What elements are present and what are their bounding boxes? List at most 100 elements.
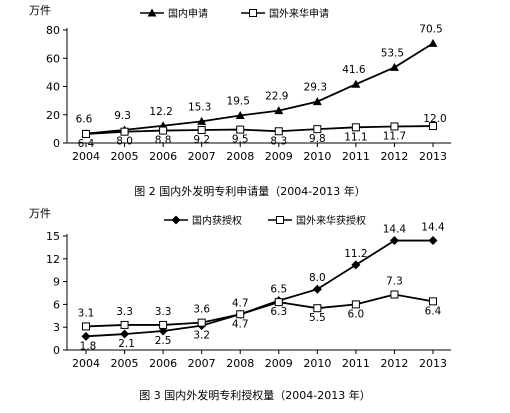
data-label: 70.5 (419, 23, 442, 35)
x-tick-label: 2006 (149, 357, 177, 370)
data-point (120, 329, 130, 339)
data-label: 11.1 (344, 131, 367, 143)
data-label: 9.8 (309, 133, 326, 145)
figure-caption: 图 2 国内外发明专利申请量（2004-2013 年） (134, 184, 365, 198)
data-point (236, 310, 245, 319)
series-line (85, 125, 434, 135)
data-point (274, 127, 283, 136)
legend-label: 国外来华获授权 (296, 214, 366, 227)
data-label: 12.0 (423, 113, 446, 125)
data-label: 3.3 (116, 306, 133, 318)
data-label: 19.5 (227, 95, 250, 107)
y-tick-label: 0 (53, 137, 60, 150)
data-label: 22.9 (265, 91, 288, 103)
data-point (236, 125, 245, 134)
legend-marker (276, 216, 284, 224)
y-tick-label: 60 (46, 52, 60, 65)
chart-grants: 万件 0 3 6 9 12 15 2004 2005 2006 2007 2008 2009 2010 20… (29, 207, 451, 402)
data-point (235, 110, 245, 119)
data-label: 8.0 (116, 136, 133, 148)
unit-label: 万件 (29, 4, 51, 17)
data-label: 6.3 (270, 306, 287, 318)
legend-label: 国内获授权 (192, 214, 242, 227)
series-line (85, 42, 434, 135)
y-tick-label: 40 (46, 81, 60, 94)
x-tick-label: 2012 (380, 357, 408, 370)
data-point (81, 331, 91, 341)
data-label: 3.3 (155, 306, 172, 318)
y-tick-label: 6 (53, 298, 60, 311)
data-label: 6.4 (78, 138, 95, 150)
data-point (82, 322, 90, 331)
x-tick-label: 2009 (265, 150, 293, 163)
data-point (390, 290, 399, 299)
x-tick-label: 2011 (342, 357, 370, 370)
data-label: 14.4 (421, 222, 445, 234)
data-point (197, 116, 207, 125)
data-point (351, 123, 360, 132)
y-tick-label: 12 (46, 253, 60, 266)
figure-caption: 图 3 国内外发明专利授权量（2004-2013 年） (139, 388, 370, 402)
data-point (313, 304, 322, 313)
data-label: 15.3 (188, 101, 211, 113)
data-label: 41.6 (342, 64, 366, 76)
data-point (82, 129, 90, 138)
data-label: 2.5 (155, 335, 172, 347)
y-tick-label: 80 (46, 24, 60, 37)
data-label: 6.4 (425, 305, 442, 317)
data-label: 7.3 (386, 276, 403, 288)
data-label: 3.6 (193, 304, 210, 316)
data-point (389, 236, 399, 246)
legend-marker (249, 9, 257, 17)
x-tick-label: 2013 (419, 150, 447, 163)
data-label: 6.6 (76, 114, 93, 126)
y-tick-label: 0 (53, 344, 60, 357)
x-tick-label: 2007 (188, 357, 216, 370)
data-label: 4.7 (232, 318, 249, 330)
data-point (197, 126, 206, 135)
data-label: 11.7 (383, 130, 406, 142)
data-point (390, 122, 399, 131)
y-tick-label: 15 (46, 230, 60, 243)
x-tick-label: 2005 (111, 150, 139, 163)
y-tick-label: 20 (46, 109, 60, 122)
data-label: 5.5 (309, 312, 326, 324)
x-tick-label: 2010 (303, 150, 331, 163)
x-tick-label: 2004 (72, 150, 100, 163)
x-tick-label: 2009 (265, 357, 293, 370)
data-point (429, 122, 437, 131)
x-tick-label: 2007 (188, 150, 216, 163)
data-label: 2.1 (118, 338, 135, 350)
data-label: 3.2 (193, 330, 210, 342)
data-point (120, 127, 129, 136)
y-tick-label: 9 (53, 276, 60, 289)
data-point (274, 298, 283, 307)
data-label: 6.5 (270, 284, 287, 296)
data-label: 12.2 (149, 106, 172, 118)
data-point (159, 126, 168, 135)
data-label: 9.5 (232, 134, 249, 146)
data-label: 29.3 (304, 82, 327, 94)
data-label: 8.8 (155, 135, 172, 147)
data-point (351, 79, 361, 88)
data-label: 14.4 (383, 224, 407, 236)
data-label: 9.2 (193, 134, 210, 146)
data-point (429, 297, 437, 306)
series-line (85, 293, 434, 328)
data-label: 4.7 (232, 297, 249, 309)
data-point (159, 320, 168, 329)
x-tick-label: 2013 (419, 357, 447, 370)
data-label: 1.8 (80, 340, 97, 352)
data-point (274, 106, 284, 115)
data-label: 6.0 (348, 308, 365, 320)
x-tick-label: 2005 (111, 357, 139, 370)
x-tick-label: 2010 (303, 357, 331, 370)
data-point (389, 62, 399, 71)
data-label: 3.1 (78, 307, 95, 319)
y-tick-label: 3 (53, 321, 60, 334)
data-point (351, 260, 361, 270)
data-label: 8.0 (309, 272, 326, 284)
data-point (351, 300, 360, 309)
data-point (428, 38, 438, 47)
